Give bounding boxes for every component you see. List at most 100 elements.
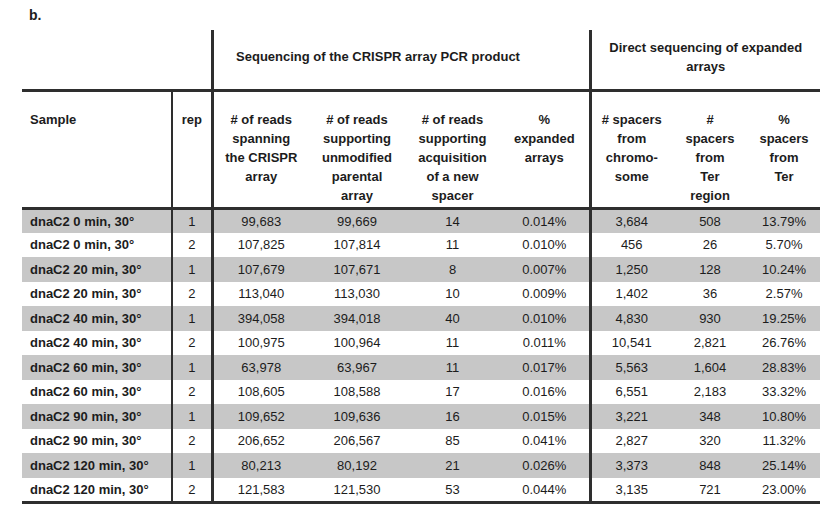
cell-spacers-chromosome: 10,541: [590, 331, 672, 356]
column-header-sample: Sample: [22, 90, 172, 208]
cell-spacers-ter-region: 1,604: [672, 355, 748, 380]
cell-rep: 2: [172, 331, 212, 356]
table-row: dnaC2 90 min, 30° 1 109,652 109,636 16 0…: [22, 404, 820, 429]
column-header-spacers-ter-region: # spacers from Ter region: [672, 90, 748, 208]
cell-spacers-ter-region: 2,821: [672, 331, 748, 356]
cell-spacers-chromosome: 3,221: [590, 404, 672, 429]
cell-spacers-chromosome: 6,551: [590, 380, 672, 405]
cell-pct-spacers-ter: 13.79%: [748, 208, 820, 233]
table-row: dnaC2 120 min, 30° 1 80,213 80,192 21 0.…: [22, 453, 820, 478]
cell-spacers-ter-region: 320: [672, 429, 748, 454]
table-row: dnaC2 20 min, 30° 2 113,040 113,030 10 0…: [22, 282, 820, 307]
cell-spacers-chromosome: 5,563: [590, 355, 672, 380]
cell-sample: dnaC2 40 min, 30°: [22, 331, 172, 356]
cell-sample: dnaC2 90 min, 30°: [22, 429, 172, 454]
cell-reads-unmodified: 63,967: [309, 355, 405, 380]
cell-rep: 2: [172, 233, 212, 258]
cell-pct-expanded: 0.007%: [500, 257, 590, 282]
column-header-row: Sample rep # of reads spanning the CRISP…: [22, 90, 820, 208]
cell-rep: 2: [172, 429, 212, 454]
cell-spacers-chromosome: 1,402: [590, 282, 672, 307]
cell-sample: dnaC2 0 min, 30°: [22, 233, 172, 258]
cell-pct-spacers-ter: 2.57%: [748, 282, 820, 307]
cell-pct-spacers-ter: 10.24%: [748, 257, 820, 282]
cell-rep: 2: [172, 282, 212, 307]
cell-reads-new-spacer: 85: [405, 429, 500, 454]
cell-spacers-ter-region: 36: [672, 282, 748, 307]
cell-pct-spacers-ter: 11.32%: [748, 429, 820, 454]
cell-reads-new-spacer: 16: [405, 404, 500, 429]
cell-sample: dnaC2 120 min, 30°: [22, 478, 172, 503]
cell-rep: 1: [172, 404, 212, 429]
cell-spacers-chromosome: 4,830: [590, 306, 672, 331]
column-header-reads-spanning: # of reads spanning the CRISPR array: [212, 90, 309, 208]
panel-label: b.: [29, 7, 41, 23]
cell-sample: dnaC2 40 min, 30°: [22, 306, 172, 331]
cell-pct-expanded: 0.017%: [500, 355, 590, 380]
column-header-pct-spacers-ter: % spacers from Ter: [748, 90, 820, 208]
table-row: dnaC2 40 min, 30° 2 100,975 100,964 11 0…: [22, 331, 820, 356]
cell-pct-expanded: 0.041%: [500, 429, 590, 454]
column-header-pct-expanded: % expanded arrays: [500, 90, 590, 208]
cell-reads-unmodified: 107,671: [309, 257, 405, 282]
cell-reads-unmodified: 109,636: [309, 404, 405, 429]
cell-pct-expanded: 0.009%: [500, 282, 590, 307]
cell-spacers-chromosome: 3,135: [590, 478, 672, 503]
cell-reads-spanning: 394,058: [212, 306, 309, 331]
cell-reads-spanning: 107,825: [212, 233, 309, 258]
cell-reads-spanning: 121,583: [212, 478, 309, 503]
cell-reads-spanning: 113,040: [212, 282, 309, 307]
cell-reads-unmodified: 108,588: [309, 380, 405, 405]
cell-spacers-chromosome: 2,827: [590, 429, 672, 454]
column-header-spacers-chromosome: # spacers from chromo- some: [590, 90, 672, 208]
cell-pct-expanded: 0.010%: [500, 233, 590, 258]
table-row: dnaC2 0 min, 30° 1 99,683 99,669 14 0.01…: [22, 208, 820, 233]
cell-reads-unmodified: 99,669: [309, 208, 405, 233]
cell-reads-unmodified: 100,964: [309, 331, 405, 356]
table-row: dnaC2 40 min, 30° 1 394,058 394,018 40 0…: [22, 306, 820, 331]
cell-reads-unmodified: 394,018: [309, 306, 405, 331]
cell-spacers-ter-region: 930: [672, 306, 748, 331]
cell-pct-spacers-ter: 23.00%: [748, 478, 820, 503]
cell-sample: dnaC2 60 min, 30°: [22, 355, 172, 380]
table-row: dnaC2 60 min, 30° 1 63,978 63,967 11 0.0…: [22, 355, 820, 380]
cell-reads-spanning: 206,652: [212, 429, 309, 454]
cell-spacers-chromosome: 3,373: [590, 453, 672, 478]
cell-pct-spacers-ter: 10.80%: [748, 404, 820, 429]
cell-spacers-ter-region: 848: [672, 453, 748, 478]
cell-pct-spacers-ter: 5.70%: [748, 233, 820, 258]
cell-reads-spanning: 109,652: [212, 404, 309, 429]
cell-reads-spanning: 99,683: [212, 208, 309, 233]
table-row: dnaC2 60 min, 30° 2 108,605 108,588 17 0…: [22, 380, 820, 405]
cell-reads-new-spacer: 17: [405, 380, 500, 405]
table-row: dnaC2 120 min, 30° 2 121,583 121,530 53 …: [22, 478, 820, 503]
crispr-sequencing-table: Sequencing of the CRISPR array PCR produ…: [22, 30, 820, 504]
cell-spacers-ter-region: 128: [672, 257, 748, 282]
group-header-spacer: [22, 30, 212, 90]
cell-pct-expanded: 0.026%: [500, 453, 590, 478]
cell-pct-spacers-ter: 26.76%: [748, 331, 820, 356]
cell-rep: 2: [172, 478, 212, 503]
table-row: dnaC2 90 min, 30° 2 206,652 206,567 85 0…: [22, 429, 820, 454]
cell-spacers-chromosome: 1,250: [590, 257, 672, 282]
cell-rep: 1: [172, 257, 212, 282]
cell-reads-spanning: 108,605: [212, 380, 309, 405]
cell-rep: 1: [172, 355, 212, 380]
cell-reads-unmodified: 206,567: [309, 429, 405, 454]
cell-reads-unmodified: 113,030: [309, 282, 405, 307]
cell-reads-unmodified: 107,814: [309, 233, 405, 258]
table-body: dnaC2 0 min, 30° 1 99,683 99,669 14 0.01…: [22, 208, 820, 502]
column-header-reads-unmodified: # of reads supporting unmodified parenta…: [309, 90, 405, 208]
cell-pct-expanded: 0.014%: [500, 208, 590, 233]
group-header-direct-sequencing: Direct sequencing of expanded arrays: [590, 30, 820, 90]
cell-reads-spanning: 100,975: [212, 331, 309, 356]
column-header-reads-new-spacer: # of reads supporting acquisition of a n…: [405, 90, 500, 208]
cell-reads-new-spacer: 11: [405, 233, 500, 258]
cell-reads-new-spacer: 40: [405, 306, 500, 331]
cell-pct-spacers-ter: 33.32%: [748, 380, 820, 405]
cell-sample: dnaC2 120 min, 30°: [22, 453, 172, 478]
cell-spacers-chromosome: 456: [590, 233, 672, 258]
cell-reads-spanning: 107,679: [212, 257, 309, 282]
table-row: dnaC2 20 min, 30° 1 107,679 107,671 8 0.…: [22, 257, 820, 282]
cell-reads-new-spacer: 53: [405, 478, 500, 503]
